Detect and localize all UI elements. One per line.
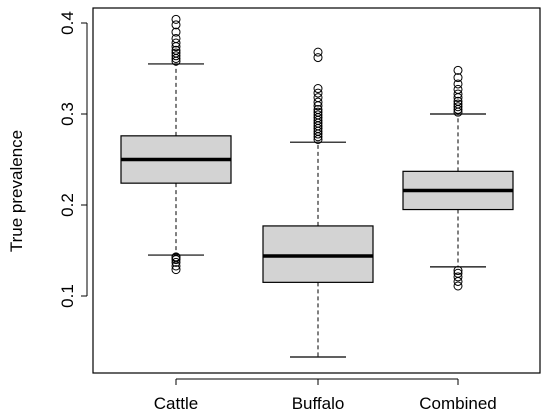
box-buffalo (262, 47, 374, 358)
outlier-point (313, 97, 323, 107)
outlier-point (171, 252, 181, 262)
y-tick-label: 0.2 (58, 193, 77, 217)
outlier-point (453, 65, 463, 75)
x-tick-label: Cattle (154, 394, 198, 413)
outlier-point (313, 110, 323, 120)
x-tick-label: Combined (419, 394, 497, 413)
outlier-point (453, 272, 463, 282)
outlier-point (453, 84, 463, 94)
y-tick-label: 0.1 (58, 284, 77, 308)
outlier-point (171, 48, 181, 58)
box-combined (402, 65, 514, 291)
outlier-point (453, 79, 463, 89)
outlier-point (313, 84, 323, 94)
outlier-point (313, 88, 323, 98)
outlier-point (313, 53, 323, 63)
outlier-point (171, 45, 181, 55)
x-tick-label: Buffalo (292, 394, 345, 413)
outlier-point (313, 104, 323, 114)
outlier-point (453, 102, 463, 112)
outlier-point (453, 266, 463, 276)
outlier-point (171, 27, 181, 37)
boxes-group (120, 14, 514, 358)
outlier-point (453, 73, 463, 83)
outlier-point (313, 93, 323, 103)
outlier-point (453, 281, 463, 291)
y-axis-label: True prevalence (7, 130, 26, 252)
outlier-point (313, 47, 323, 57)
outlier-point (313, 107, 323, 117)
box-cattle (120, 14, 232, 275)
outlier-point (453, 99, 463, 109)
x-axis: Cattle Buffalo Combined (154, 378, 497, 413)
plot-frame (92, 7, 541, 374)
outlier-point (453, 276, 463, 286)
outlier-point (453, 268, 463, 278)
outlier-point (453, 89, 463, 99)
outlier-point (171, 265, 181, 275)
outlier-point (171, 257, 181, 267)
iqr-box (262, 225, 374, 283)
outlier-point (171, 20, 181, 30)
y-tick-label: 0.4 (58, 11, 77, 35)
outlier-point (171, 33, 181, 43)
y-axis: 0.1 0.2 0.3 0.4 (58, 11, 88, 308)
y-tick-label: 0.3 (58, 102, 77, 126)
outlier-point (171, 14, 181, 24)
outlier-point (171, 51, 181, 61)
outlier-point (453, 96, 463, 106)
outlier-point (171, 38, 181, 48)
